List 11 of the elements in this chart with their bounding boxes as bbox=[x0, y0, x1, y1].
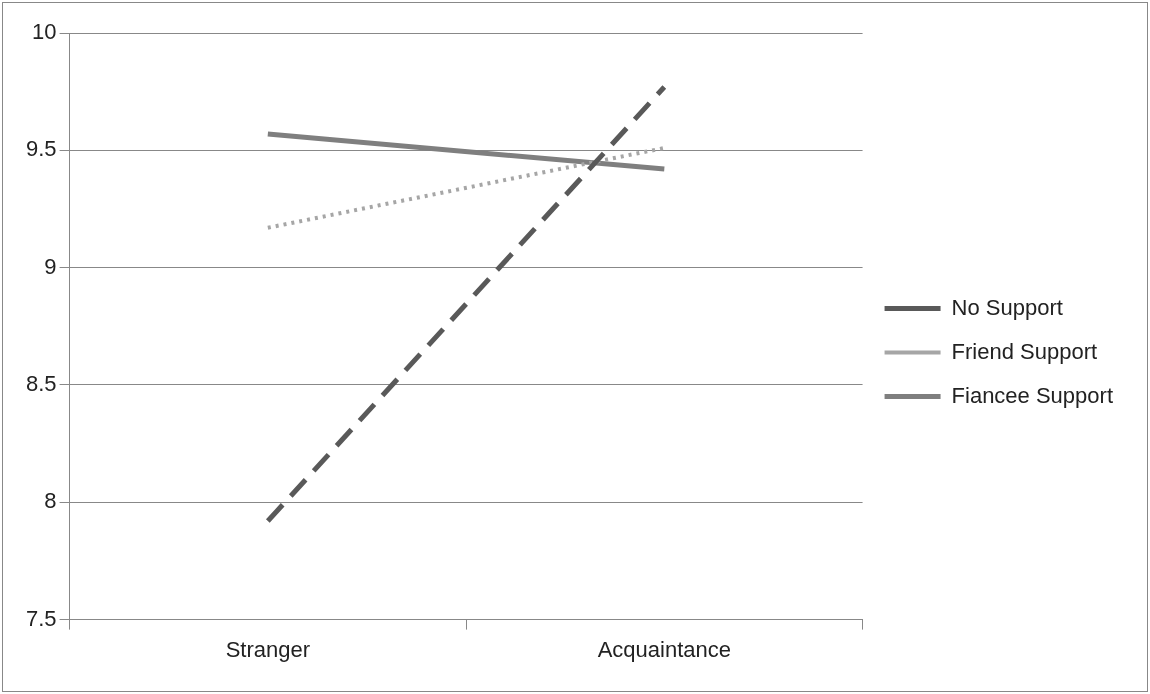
y-tick-label: 9 bbox=[44, 253, 57, 279]
y-tick-label: 9.5 bbox=[25, 136, 57, 162]
legend-label: Friend Support bbox=[951, 338, 1098, 364]
x-tick-label: Stranger bbox=[225, 636, 311, 662]
y-tick-label: 10 bbox=[32, 19, 57, 45]
legend-label: Fiancee Support bbox=[951, 382, 1113, 408]
legend-label: No Support bbox=[951, 294, 1063, 320]
y-tick-label: 7.5 bbox=[25, 605, 57, 631]
y-tick-label: 8 bbox=[44, 488, 57, 514]
x-tick-label: Acquaintance bbox=[597, 636, 731, 662]
y-tick-label: 8.5 bbox=[25, 371, 57, 397]
